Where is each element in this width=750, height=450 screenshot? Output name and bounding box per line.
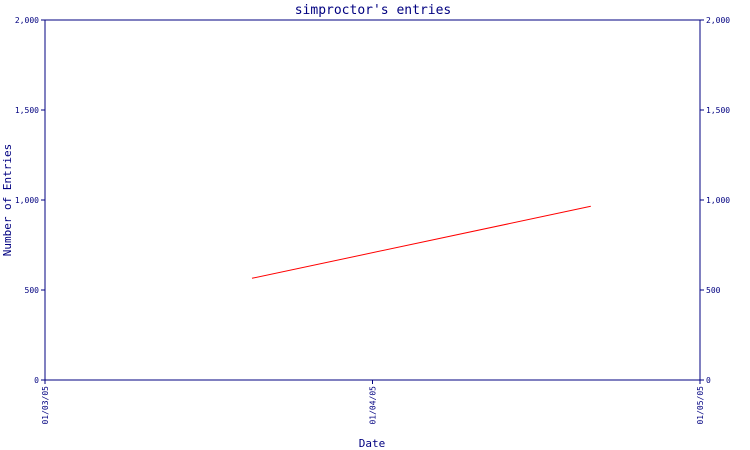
y-tick-label-right: 1,500 bbox=[706, 106, 730, 115]
y-tick-label-left: 1,500 bbox=[15, 106, 39, 115]
x-axis-label: Date bbox=[359, 437, 386, 450]
y-tick-label-right: 2,000 bbox=[706, 16, 730, 25]
plot-area bbox=[44, 19, 701, 381]
y-tick-label-left: 1,000 bbox=[15, 196, 39, 205]
x-tick-label: 01/04/05 bbox=[369, 386, 378, 425]
chart-title: simproctor's entries bbox=[295, 3, 452, 18]
x-tick-label: 01/03/05 bbox=[41, 386, 50, 425]
y-tick-label-left: 2,000 bbox=[15, 16, 39, 25]
y-axis-left: 0 500 1,000 1,500 2,000 bbox=[15, 16, 45, 385]
y-axis-right: 0 500 1,000 1,500 2,000 bbox=[700, 16, 730, 385]
y-tick-label-left: 0 bbox=[34, 376, 39, 385]
x-tick-label: 01/05/05 bbox=[696, 386, 705, 425]
series-line bbox=[251, 205, 591, 279]
series-layer bbox=[251, 205, 591, 279]
y-tick-label-right: 1,000 bbox=[706, 196, 730, 205]
y-tick-label-left: 500 bbox=[25, 286, 40, 295]
y-axis-label: Number of Entries bbox=[1, 144, 14, 257]
x-axis: 01/03/05 01/04/05 01/05/05 bbox=[41, 380, 705, 425]
y-tick-label-right: 500 bbox=[706, 286, 721, 295]
y-tick-label-right: 0 bbox=[706, 376, 711, 385]
